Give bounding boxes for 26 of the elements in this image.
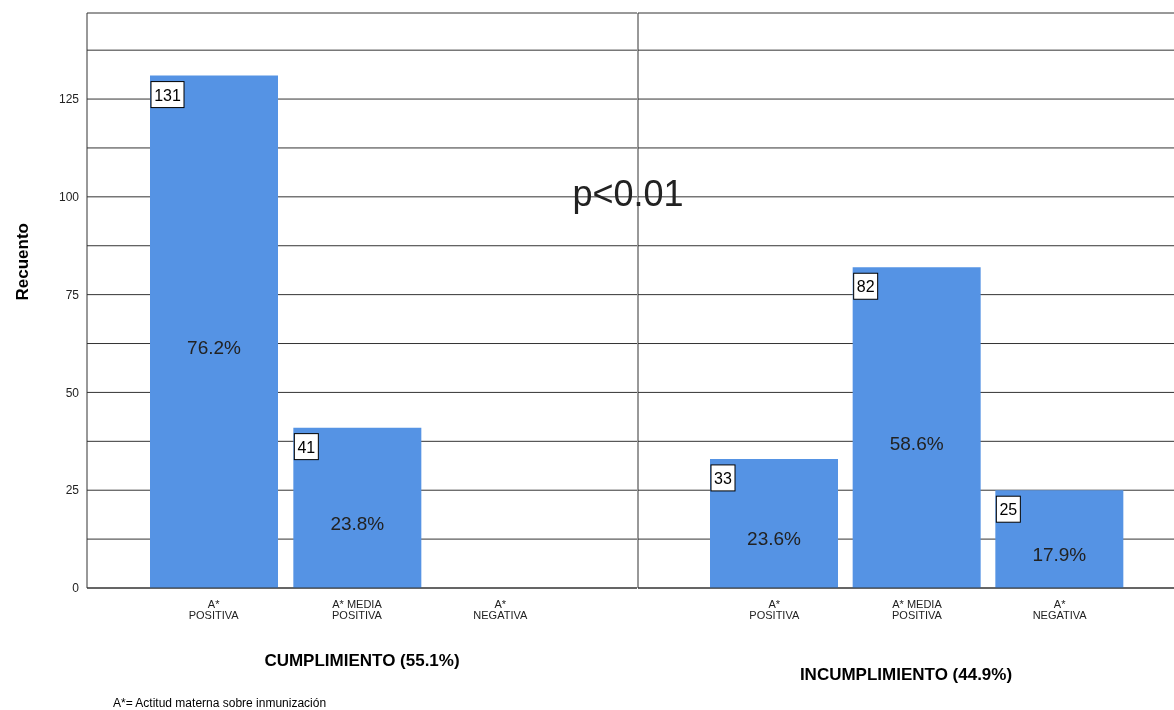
data-label: 25 (999, 501, 1018, 519)
data-label: 82 (856, 278, 875, 296)
y-tick-label: 50 (65, 385, 80, 400)
x-tick-label: A* MEDIA POSITIVA (892, 597, 943, 621)
annotation: 17.9% (1032, 544, 1087, 566)
x-axis-title: INCUMPLIMIENTO (44.9%) (799, 665, 1013, 684)
y-tick-label: 0 (72, 581, 80, 596)
x-axis-title: CUMPLIMIENTO (55.1%) (264, 651, 460, 670)
data-label: 41 (297, 438, 316, 456)
y-tick-label: 25 (65, 483, 80, 498)
y-tick-label: 100 (58, 190, 80, 205)
annotation: 23.8% (330, 512, 385, 534)
annotation: 76.2% (187, 336, 242, 358)
y-tick-label: 125 (58, 92, 80, 107)
data-label: 33 (714, 469, 732, 487)
x-tick-label: A* MEDIA POSITIVA (332, 597, 383, 621)
x-tick-label: A* POSITIVA (188, 597, 240, 621)
text: A*= Actitud materna sobre inmunización (113, 696, 327, 710)
annotation: 58.6% (889, 432, 944, 454)
y-axis-title: Recuento (13, 223, 33, 301)
y-tick-label: 75 (65, 287, 80, 302)
data-label: 131 (154, 86, 181, 104)
x-tick-label: A* NEGATIVA (473, 597, 528, 621)
x-tick-label: A* NEGATIVA (1032, 597, 1088, 621)
annotation: 23.6% (747, 528, 802, 550)
x-tick-label: A* POSITIVA (749, 597, 800, 621)
